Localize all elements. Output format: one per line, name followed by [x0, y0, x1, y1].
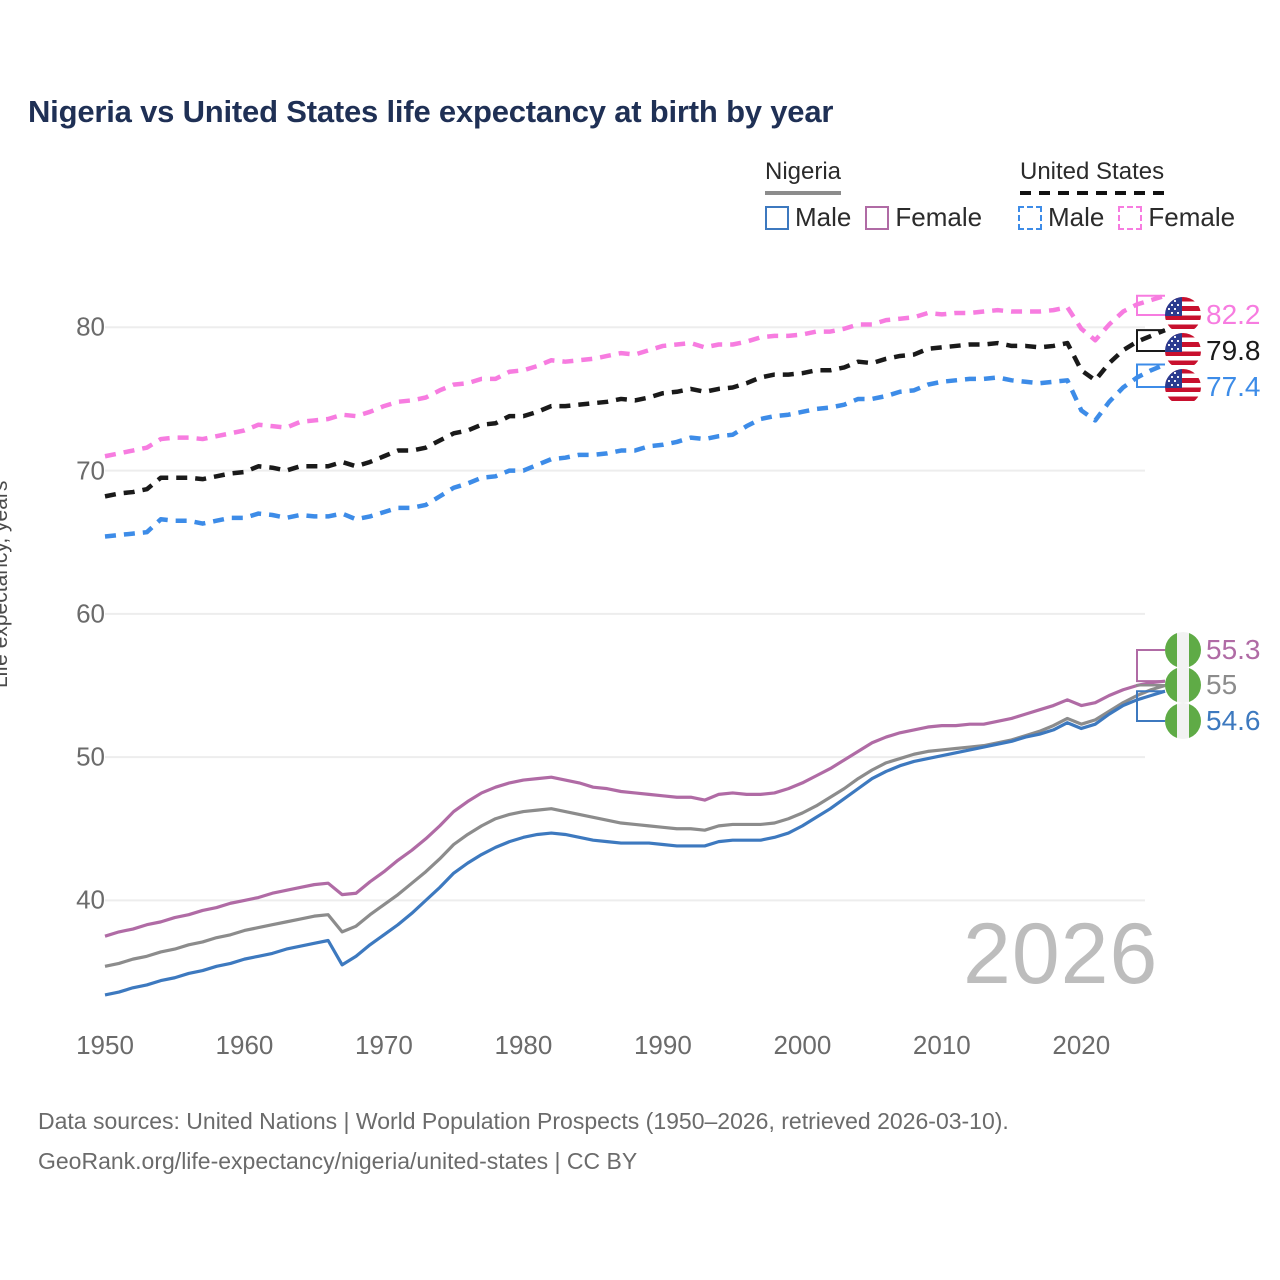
- legend-label-united-states-female: Female: [1148, 202, 1236, 232]
- end-marker-55.3: 55.3: [1165, 632, 1261, 668]
- y-axis-tick-80: 80: [76, 311, 105, 342]
- end-marker-79.8: 79.8: [1165, 333, 1261, 369]
- legend-swatch-square-icon: [765, 205, 789, 230]
- series-line-united-states-female: [104, 293, 1166, 459]
- end-value-label: 54.6: [1206, 705, 1261, 736]
- leader-line: [1136, 363, 1165, 388]
- leader-line: [1136, 649, 1165, 683]
- legend-items-nigeria: Male Female: [765, 202, 982, 233]
- end-marker-82.2: 82.2: [1165, 297, 1261, 333]
- legend-item-united-states-female[interactable]: Female: [1118, 202, 1235, 233]
- plot-area: [104, 270, 1166, 1015]
- x-axis-tick-2010: 2010: [912, 1030, 971, 1060]
- end-value-label: 55.3: [1206, 634, 1261, 665]
- end-marker-54.6: 54.6: [1165, 703, 1261, 739]
- legend-country-label-united-states: United States: [1020, 158, 1165, 185]
- y-axis-tick-70: 70: [76, 455, 105, 486]
- legend-rule-dashed: [1020, 191, 1165, 195]
- end-value-label: 77.4: [1206, 371, 1261, 402]
- series-line-united-states-both: [104, 328, 1166, 499]
- flag-nigeria-icon: [1165, 703, 1201, 739]
- legend-label-nigeria-male: Male: [795, 202, 852, 232]
- legend-item-united-states-male[interactable]: Male: [1018, 202, 1104, 233]
- footer-line-1: Data sources: United Nations | World Pop…: [38, 1108, 1009, 1134]
- leader-line: [1136, 690, 1165, 722]
- y-axis-tick-40: 40: [76, 884, 105, 915]
- legend-label-united-states-male: Male: [1048, 202, 1105, 232]
- legend-swatch-square-icon: [865, 205, 890, 230]
- x-axis-tick-1950: 1950: [76, 1030, 134, 1060]
- legend-items-united-states: Male Female: [1018, 202, 1235, 233]
- x-axis-tick-2020: 2020: [1052, 1030, 1111, 1060]
- end-marker-77.4: 77.4: [1165, 369, 1261, 405]
- legend-item-nigeria-female[interactable]: Female: [865, 202, 982, 233]
- x-axis-ticks: 1950 1960 1970 1980 1990 2000 2010 2020: [76, 1030, 1165, 1070]
- y-axis-label: Life expectancy, years: [0, 480, 12, 688]
- flag-united-states-icon: [1165, 297, 1201, 333]
- legend-swatch-square-dashed-icon: [1118, 205, 1143, 230]
- end-value-label: 55: [1206, 669, 1238, 700]
- flag-nigeria-icon: [1165, 667, 1201, 703]
- x-axis-tick-2000: 2000: [773, 1030, 832, 1060]
- series-line-nigeria-male: [104, 689, 1166, 997]
- flag-united-states-icon: [1165, 333, 1201, 369]
- year-watermark: 2026: [963, 906, 1159, 1002]
- footer-line-2: GeoRank.org/life-expectancy/nigeria/unit…: [38, 1148, 638, 1174]
- x-axis-tick-1980: 1980: [494, 1030, 553, 1060]
- legend-swatch-square-dashed-icon: [1018, 205, 1042, 230]
- x-axis-tick-1970: 1970: [355, 1030, 413, 1060]
- y-axis-tick-60: 60: [76, 598, 105, 629]
- page-title: Nigeria vs United States life expectancy…: [28, 94, 834, 129]
- legend-group-united-states: United States: [1020, 158, 1165, 195]
- end-marker-55: 55: [1165, 667, 1237, 703]
- x-axis-tick-1990: 1990: [633, 1030, 692, 1060]
- flag-united-states-icon: [1165, 369, 1201, 405]
- legend-label-nigeria-female: Female: [895, 202, 983, 232]
- legend-country-label-nigeria: Nigeria: [765, 158, 842, 185]
- chart-legend: Nigeria United States Male Female Male: [760, 158, 1260, 238]
- x-axis-tick-1960: 1960: [215, 1030, 274, 1060]
- legend-group-nigeria: Nigeria: [765, 158, 842, 195]
- legend-item-nigeria-male[interactable]: Male: [765, 202, 851, 233]
- legend-rule-solid: [765, 191, 842, 195]
- series-line-united-states-male: [104, 362, 1166, 539]
- leader-line: [1136, 294, 1165, 316]
- y-axis-ticks: 80 70 60 50 40: [45, 270, 105, 1015]
- leader-line: [1136, 329, 1165, 352]
- series-line-nigeria-female: [104, 679, 1166, 938]
- end-value-label: 79.8: [1206, 335, 1261, 366]
- y-axis-tick-50: 50: [76, 741, 105, 772]
- flag-nigeria-icon: [1165, 632, 1201, 668]
- series-canvas: [104, 293, 1166, 997]
- end-value-label: 82.2: [1206, 299, 1261, 330]
